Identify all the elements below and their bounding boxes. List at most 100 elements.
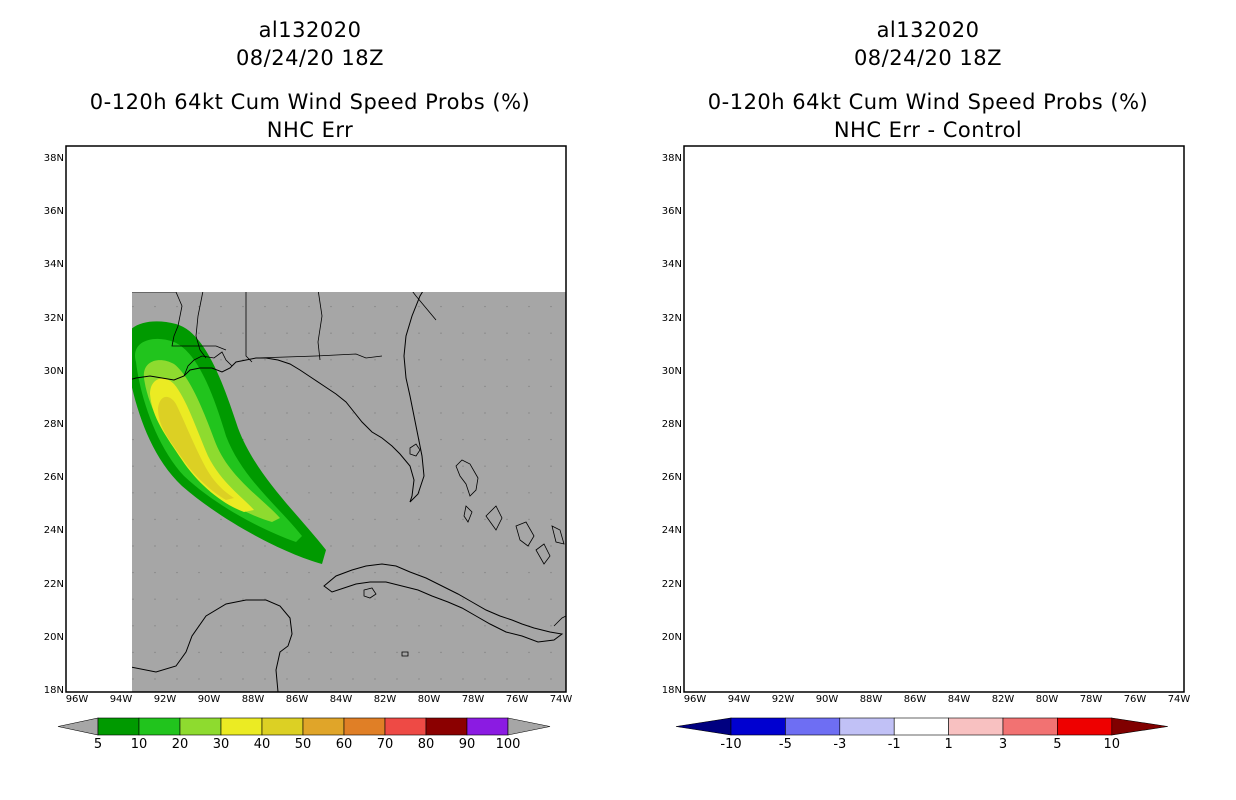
left-title-experiment: NHC Err bbox=[266, 118, 354, 142]
colorbar-swatch bbox=[220, 717, 263, 736]
colorbar-swatch bbox=[893, 717, 949, 736]
colorbar-swatch bbox=[384, 717, 427, 736]
right-map-frame bbox=[683, 145, 1185, 693]
colorbar-swatch bbox=[1057, 717, 1113, 736]
lon-label: 92W bbox=[771, 694, 795, 705]
lon-label: 94W bbox=[109, 694, 133, 705]
lon-label: 96W bbox=[683, 694, 707, 705]
colorbar-swatch bbox=[425, 717, 468, 736]
colorbar-swatch bbox=[1002, 717, 1058, 736]
lat-label: 18N bbox=[661, 685, 682, 696]
lon-label: 86W bbox=[285, 694, 309, 705]
lon-label: 78W bbox=[1079, 694, 1103, 705]
left-title-date: 08/24/20 18Z bbox=[235, 46, 385, 70]
colorbar-label: -1 bbox=[887, 737, 901, 752]
colorbar-swatch bbox=[466, 717, 509, 736]
lat-label: 22N bbox=[43, 578, 64, 590]
colorbar-label: -3 bbox=[833, 737, 847, 752]
lon-label: 80W bbox=[1035, 694, 1059, 705]
left-probability-swath bbox=[132, 321, 326, 564]
lat-label: 28N bbox=[43, 419, 64, 430]
left-title-product: 0-120h 64kt Cum Wind Speed Probs (%) bbox=[89, 90, 531, 114]
lon-label: 76W bbox=[1123, 694, 1147, 705]
lat-label: 18N bbox=[43, 685, 64, 696]
lat-label: 38N bbox=[43, 153, 64, 164]
lat-label: 32N bbox=[661, 312, 682, 324]
colorbar-swatch bbox=[343, 717, 386, 736]
lat-label: 36N bbox=[661, 206, 682, 218]
colorbar-swatch bbox=[97, 717, 140, 736]
lon-label: 74W bbox=[1167, 694, 1191, 705]
lon-label: 74W bbox=[549, 694, 573, 705]
left-colorbar bbox=[57, 717, 551, 736]
colorbar-swatch bbox=[138, 717, 181, 736]
colorbar-low-arrow bbox=[57, 717, 99, 736]
colorbar-swatch bbox=[785, 717, 841, 736]
right-colorbar bbox=[675, 717, 1168, 736]
right-title-experiment: NHC Err - Control bbox=[833, 118, 1023, 142]
colorbar-label: 20 bbox=[171, 737, 189, 752]
colorbar-label: 60 bbox=[335, 737, 353, 752]
colorbar-label: 50 bbox=[294, 737, 312, 752]
lat-label: 26N bbox=[43, 472, 64, 484]
colorbar-label: 5 bbox=[1053, 737, 1062, 752]
lon-label: 82W bbox=[991, 694, 1015, 705]
right-map bbox=[684, 146, 1184, 692]
lat-label: 28N bbox=[661, 419, 682, 430]
colorbar-low-arrow bbox=[675, 717, 732, 736]
colorbar-label: -5 bbox=[778, 737, 792, 752]
lon-label: 84W bbox=[329, 694, 353, 705]
lat-label: 24N bbox=[661, 525, 682, 537]
right-title-storm-id: al132020 bbox=[876, 18, 980, 42]
colorbar-label: 10 bbox=[1103, 737, 1121, 752]
colorbar-label: 70 bbox=[376, 737, 394, 752]
right-map-background bbox=[684, 146, 1184, 692]
colorbar-label: 1 bbox=[944, 737, 953, 752]
colorbar-label: 80 bbox=[417, 737, 435, 752]
lat-label: 38N bbox=[661, 153, 682, 164]
colorbar-swatch bbox=[179, 717, 222, 736]
colorbar-label: 30 bbox=[212, 737, 230, 752]
colorbar-high-arrow bbox=[507, 717, 551, 736]
lat-label: 34N bbox=[43, 259, 64, 271]
lon-label: 80W bbox=[417, 694, 441, 705]
colorbar-label: 100 bbox=[495, 737, 521, 752]
lon-label: 88W bbox=[241, 694, 265, 705]
lon-label: 90W bbox=[197, 694, 221, 705]
left-map bbox=[132, 292, 567, 693]
right-difference-swath bbox=[740, 328, 950, 566]
colorbar-swatch bbox=[302, 717, 345, 736]
lon-label: 90W bbox=[815, 694, 839, 705]
colorbar-swatch bbox=[261, 717, 304, 736]
right-title-product: 0-120h 64kt Cum Wind Speed Probs (%) bbox=[707, 90, 1149, 114]
colorbar-label: 40 bbox=[253, 737, 271, 752]
lon-label: 84W bbox=[947, 694, 971, 705]
right-title-date: 08/24/20 18Z bbox=[853, 46, 1003, 70]
lon-label: 92W bbox=[153, 694, 177, 705]
colorbar-swatch bbox=[839, 717, 895, 736]
colorbar-label: 10 bbox=[130, 737, 148, 752]
lon-label: 96W bbox=[65, 694, 89, 705]
left-title-storm-id: al132020 bbox=[258, 18, 362, 42]
lat-label: 36N bbox=[43, 206, 64, 218]
colorbar-high-arrow bbox=[1111, 717, 1168, 736]
lat-label: 32N bbox=[43, 312, 64, 324]
lon-label: 82W bbox=[373, 694, 397, 705]
lat-label: 20N bbox=[43, 631, 64, 643]
lon-label: 94W bbox=[727, 694, 751, 705]
left-map-frame bbox=[65, 145, 567, 693]
colorbar-label: -10 bbox=[720, 737, 742, 752]
lon-label: 86W bbox=[903, 694, 927, 705]
colorbar-swatch bbox=[730, 717, 786, 736]
lon-label: 78W bbox=[461, 694, 485, 705]
lat-label: 26N bbox=[661, 472, 682, 484]
colorbar-label: 3 bbox=[998, 737, 1008, 752]
colorbar-label: 90 bbox=[458, 737, 476, 752]
lat-label: 20N bbox=[661, 631, 682, 643]
lat-label: 34N bbox=[661, 259, 682, 271]
colorbar-swatch bbox=[948, 717, 1004, 736]
lat-label: 22N bbox=[661, 578, 682, 590]
lon-label: 88W bbox=[859, 694, 883, 705]
lat-label: 24N bbox=[43, 525, 64, 537]
